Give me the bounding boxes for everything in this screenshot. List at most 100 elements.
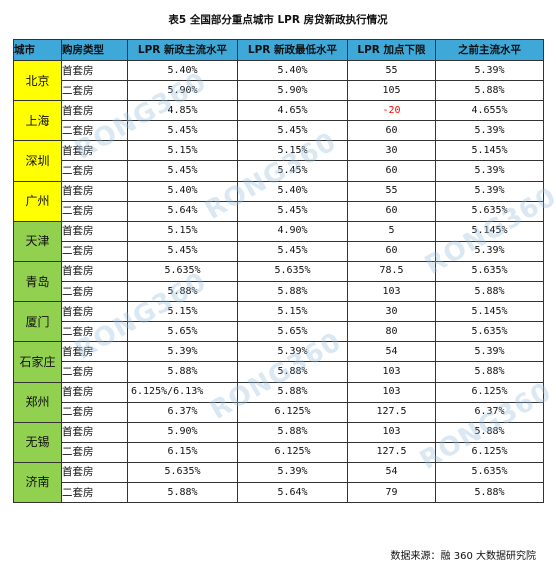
header-previous-level: 之前主流水平	[435, 39, 544, 61]
lowest-level-cell: 5.40%	[237, 180, 348, 202]
purchase-type-cell: 首套房	[61, 220, 128, 242]
table-row: 二套房 5.45% 5.45% 60 5.39%	[14, 160, 544, 182]
table-row: 二套房 5.45% 5.45% 60 5.39%	[14, 240, 544, 262]
markup-floor-cell: 5	[347, 220, 436, 242]
markup-floor-cell: 79	[347, 481, 436, 504]
table-row: 郑州 首套房 6.125%/6.13% 5.88% 103 6.125%	[13, 381, 544, 423]
lowest-level-cell: 5.15%	[237, 301, 348, 323]
lowest-level-cell: 6.125%	[237, 441, 348, 463]
main-level-cell: 6.15%	[127, 441, 238, 463]
purchase-type-cell: 首套房	[61, 180, 128, 202]
city-cell: 深圳	[13, 140, 62, 182]
header-main-level: LPR 新政主流水平	[127, 39, 238, 61]
previous-level-cell: 5.145%	[435, 301, 544, 323]
main-level-cell: 5.40%	[127, 59, 238, 82]
lowest-level-cell: 5.45%	[237, 240, 348, 262]
main-level-cell: 5.40%	[127, 180, 238, 202]
main-level-cell: 6.125%/6.13%	[127, 381, 238, 403]
main-level-cell: 5.39%	[127, 341, 238, 363]
purchase-type-cell: 二套房	[61, 160, 128, 182]
table-row: 北京 首套房 5.40% 5.40% 55 5.39%	[13, 59, 544, 102]
previous-level-cell: 6.125%	[435, 441, 544, 463]
city-cell: 上海	[13, 100, 62, 142]
main-level-cell: 4.85%	[127, 100, 238, 122]
table-row: 青岛 首套房 5.635% 5.635% 78.5 5.635%	[13, 260, 544, 303]
previous-level-cell: 5.88%	[435, 80, 544, 102]
purchase-type-cell: 二套房	[61, 200, 128, 222]
purchase-type-cell: 二套房	[61, 120, 128, 142]
city-cell: 石家庄	[13, 341, 62, 383]
previous-level-cell: 5.88%	[435, 281, 544, 303]
main-level-cell: 5.15%	[127, 220, 238, 242]
lowest-level-cell: 5.65%	[237, 321, 348, 343]
city-cell: 北京	[13, 59, 62, 102]
purchase-type-cell: 首套房	[61, 381, 128, 403]
table-row: 济南 首套房 5.635% 5.39% 54 5.635%	[13, 461, 544, 504]
data-source-note: 数据来源：融 360 大数据研究院	[390, 551, 536, 562]
markup-floor-cell: 103	[347, 361, 436, 383]
table-row: 天津 首套房 5.15% 4.90% 5 5.145%	[13, 220, 544, 262]
city-cell: 济南	[13, 461, 62, 504]
purchase-type-cell: 首套房	[61, 301, 128, 323]
previous-level-cell: 5.635%	[435, 200, 544, 222]
markup-floor-cell: 30	[347, 301, 436, 323]
previous-level-cell: 5.39%	[435, 240, 544, 262]
table-row: 无锡 首套房 5.90% 5.88% 103 5.88%	[13, 421, 544, 463]
markup-floor-cell: 30	[347, 140, 436, 162]
city-cell: 厦门	[13, 301, 62, 343]
header-city: 城市	[13, 39, 62, 61]
previous-level-cell: 5.39%	[435, 180, 544, 202]
markup-floor-cell: 60	[347, 120, 436, 142]
table-row: 二套房 5.88% 5.88% 103 5.88%	[14, 281, 544, 303]
purchase-type-cell: 二套房	[61, 441, 128, 463]
purchase-type-cell: 二套房	[61, 80, 128, 102]
table-body: 北京 首套房 5.40% 5.40% 55 5.39% 二套房 5.90% 5.90% 105 5.…	[13, 59, 544, 504]
markup-floor-cell: 103	[347, 381, 436, 403]
lowest-level-cell: 5.88%	[237, 281, 348, 303]
lowest-level-cell: 5.40%	[237, 59, 348, 82]
previous-level-cell: 5.635%	[435, 461, 544, 483]
main-level-cell: 5.88%	[127, 361, 238, 383]
table-title: 表5 全国部分重点城市 LPR 房贷新政执行情况	[168, 14, 388, 26]
markup-floor-cell: 78.5	[347, 260, 436, 283]
markup-floor-cell: 103	[347, 281, 436, 303]
table-row: 二套房 5.88% 5.88% 103 5.88%	[14, 361, 544, 383]
purchase-type-cell: 二套房	[61, 401, 128, 423]
lowest-level-cell: 5.90%	[237, 80, 348, 102]
table-row: 二套房 5.65% 5.65% 80 5.635%	[14, 321, 544, 343]
table-row: 厦门 首套房 5.15% 5.15% 30 5.145%	[13, 301, 544, 343]
city-cell: 广州	[13, 180, 62, 222]
table-row: 石家庄 首套房 5.39% 5.39% 54 5.39%	[13, 341, 544, 383]
markup-floor-cell: 60	[347, 240, 436, 262]
main-level-cell: 5.88%	[127, 481, 238, 504]
previous-level-cell: 5.39%	[435, 120, 544, 142]
lowest-level-cell: 6.125%	[237, 401, 348, 423]
city-cell: 青岛	[13, 260, 62, 303]
table-row: 广州 首套房 5.40% 5.40% 55 5.39%	[13, 180, 544, 222]
lowest-level-cell: 5.45%	[237, 160, 348, 182]
main-level-cell: 5.88%	[127, 281, 238, 303]
previous-level-cell: 6.37%	[435, 401, 544, 423]
city-cell: 无锡	[13, 421, 62, 463]
lowest-level-cell: 5.88%	[237, 381, 348, 403]
lowest-level-cell: 5.635%	[237, 260, 348, 283]
purchase-type-cell: 二套房	[61, 481, 128, 504]
lowest-level-cell: 4.65%	[237, 100, 348, 122]
lowest-level-cell: 5.88%	[237, 361, 348, 383]
purchase-type-cell: 首套房	[61, 59, 128, 82]
previous-level-cell: 5.145%	[435, 140, 544, 162]
previous-level-cell: 5.88%	[435, 421, 544, 443]
previous-level-cell: 5.635%	[435, 260, 544, 283]
markup-floor-cell: 54	[347, 461, 436, 483]
previous-level-cell: 4.655%	[435, 100, 544, 122]
lowest-level-cell: 5.39%	[237, 461, 348, 483]
lowest-level-cell: 5.45%	[237, 120, 348, 142]
city-cell: 天津	[13, 220, 62, 262]
previous-level-cell: 5.635%	[435, 321, 544, 343]
markup-floor-cell: -20	[347, 100, 436, 122]
purchase-type-cell: 首套房	[61, 140, 128, 162]
table-row: 上海 首套房 4.85% 4.65% -20 4.655%	[13, 100, 544, 142]
purchase-type-cell: 二套房	[61, 240, 128, 262]
markup-floor-cell: 103	[347, 421, 436, 443]
markup-floor-cell: 105	[347, 80, 436, 102]
